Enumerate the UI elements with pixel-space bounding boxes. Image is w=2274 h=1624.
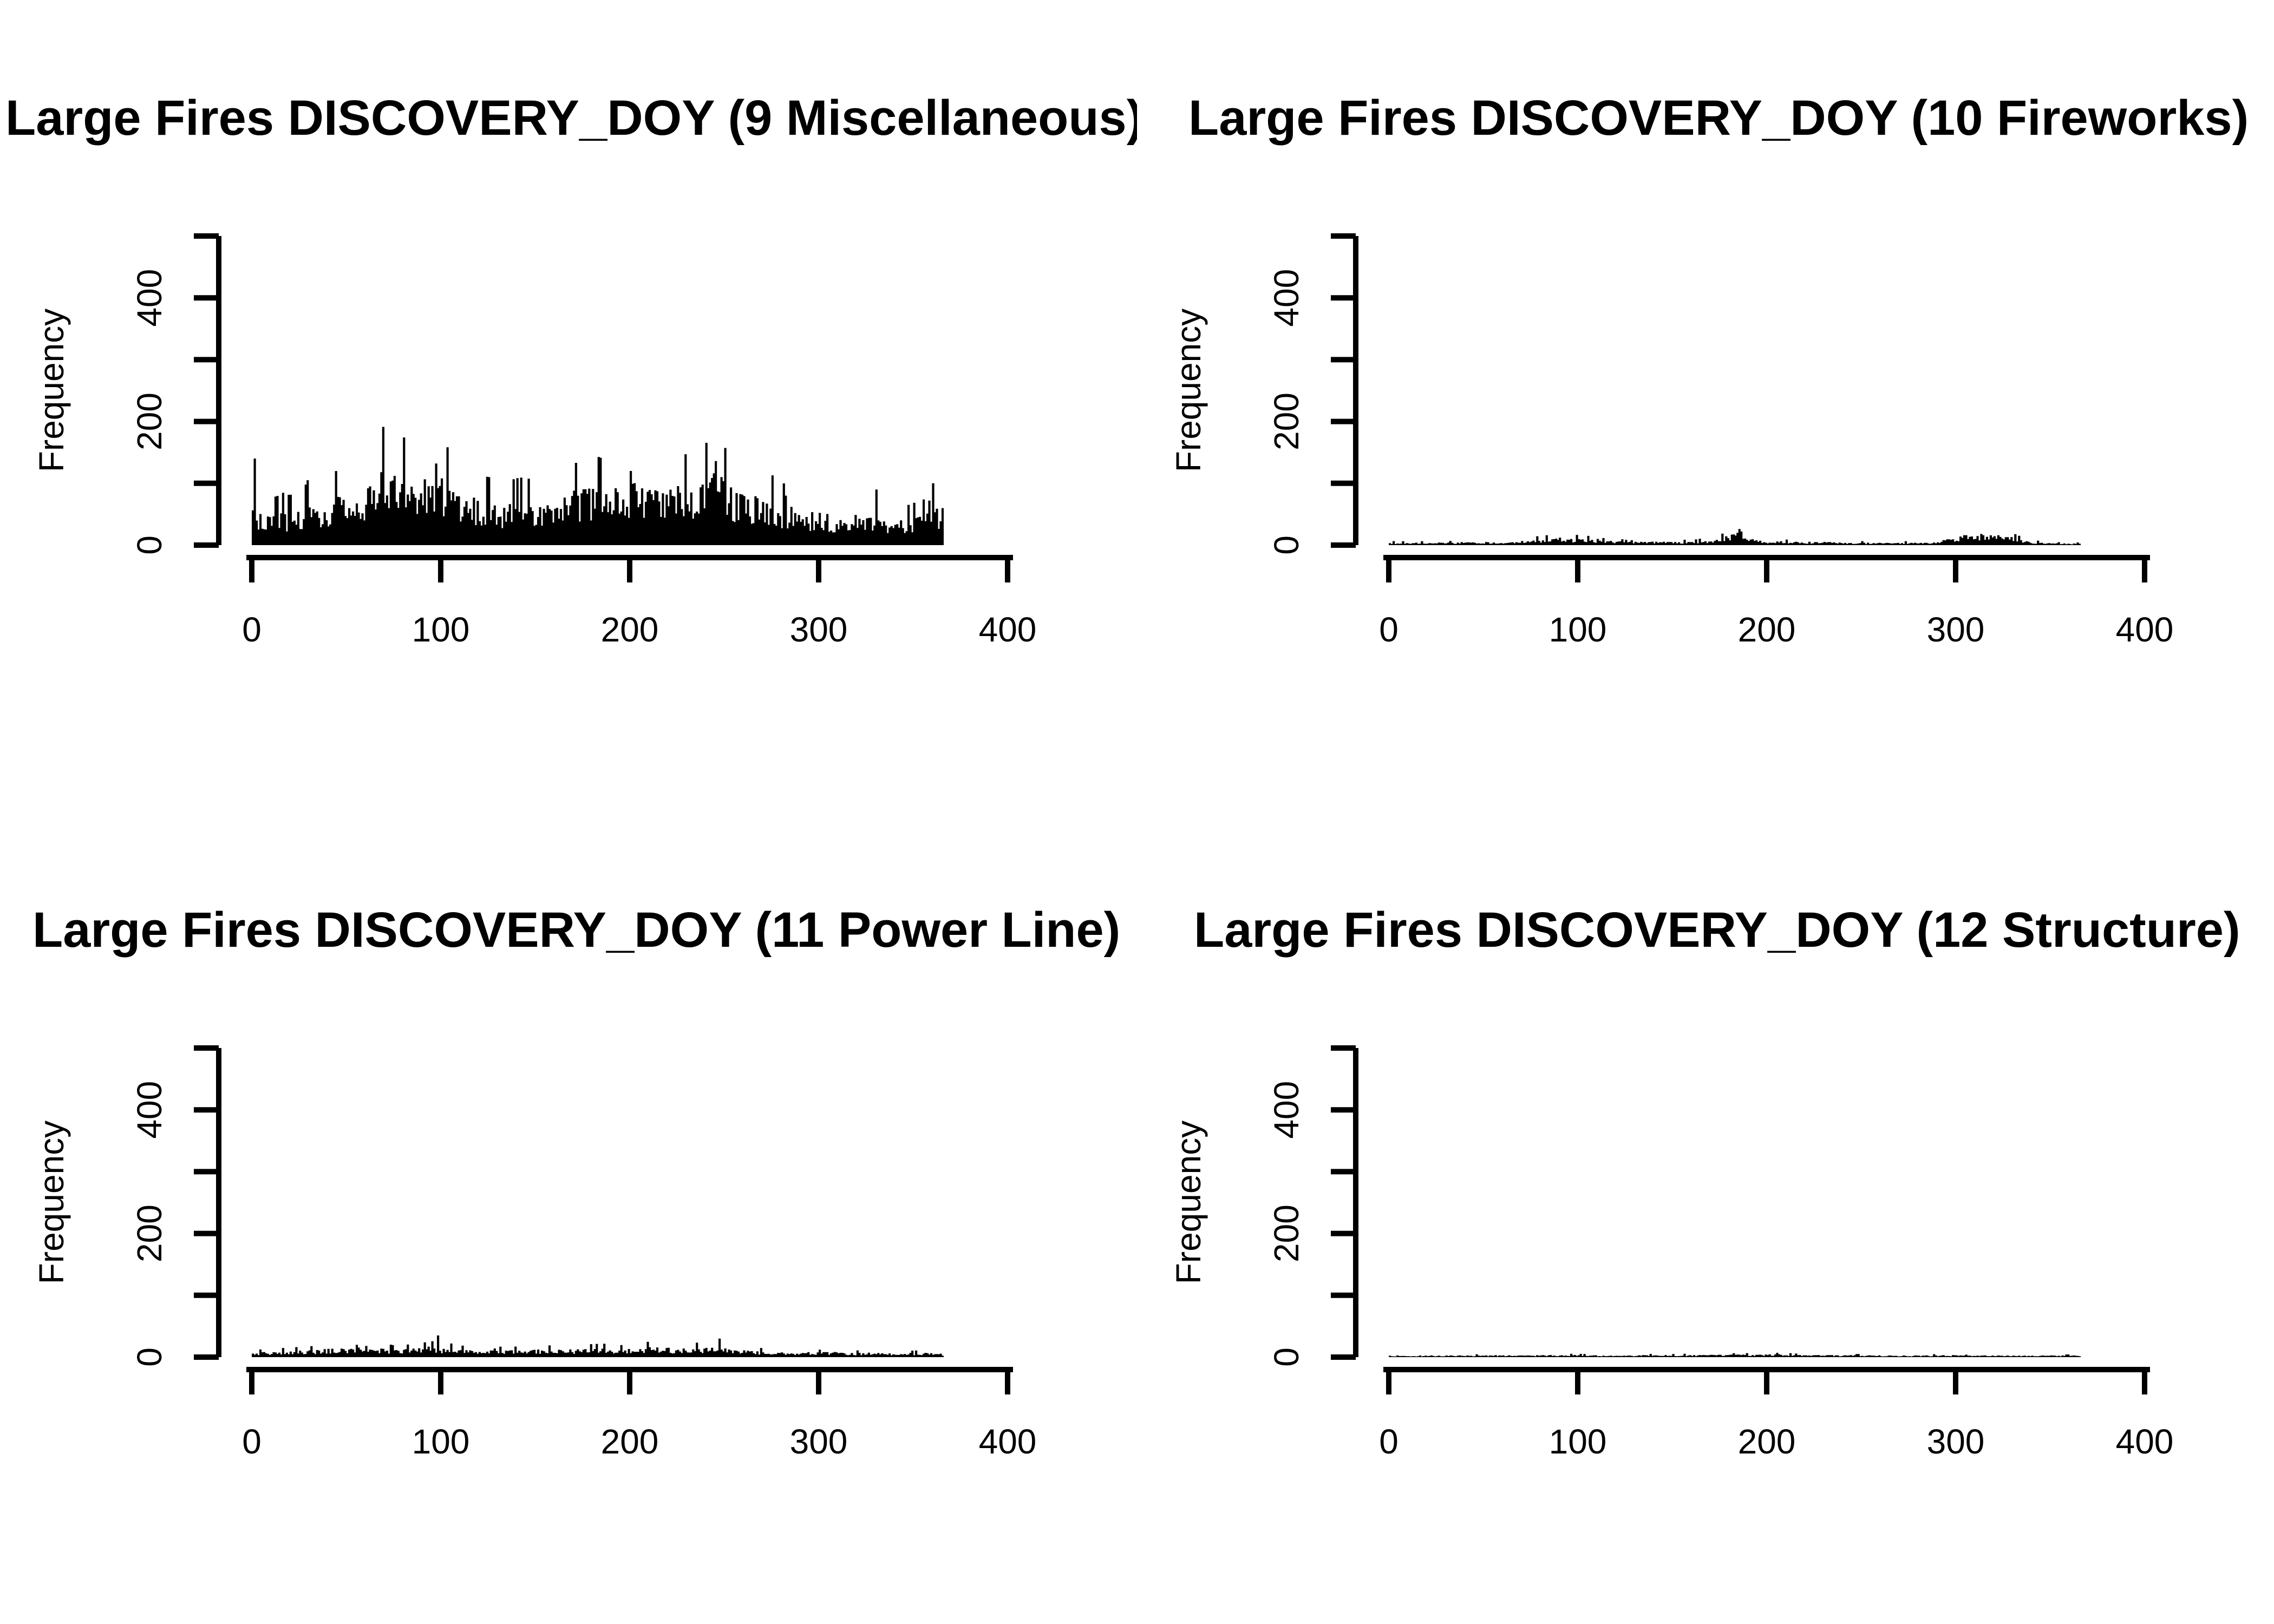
x-tick-label: 300 (1927, 610, 1985, 649)
y-tick-label: 0 (130, 1347, 169, 1367)
y-tick-label: 200 (130, 392, 169, 450)
x-tick-label: 200 (1738, 610, 1796, 649)
histogram-bars (252, 1335, 944, 1357)
y-tick-label: 200 (130, 1204, 169, 1262)
x-tick-label: 100 (1549, 610, 1607, 649)
y-tick-label: 200 (1267, 1204, 1306, 1262)
x-tick-label: 300 (1927, 1422, 1985, 1461)
histogram-bars (1389, 1353, 2081, 1357)
histogram-plot: 0 100 200 300 400 0 200 400 (1267, 1045, 2174, 1461)
y-tick-label: 400 (130, 1081, 169, 1139)
x-tick-label: 0 (1379, 610, 1399, 649)
y-tick-label: 200 (1267, 392, 1306, 450)
histogram-bars (252, 427, 944, 545)
chart-title: Large Fires DISCOVERY_DOY (10 Fireworks) (1188, 90, 2249, 146)
panel-10-fireworks: Large Fires DISCOVERY_DOY (10 Fireworks)… (1137, 0, 2274, 812)
chart-title: Large Fires DISCOVERY_DOY (12 Structure) (1194, 902, 2240, 958)
panel-9-miscellaneous: Large Fires DISCOVERY_DOY (9 Miscellaneo… (0, 0, 1137, 812)
histogram-plot: 0 100 200 300 400 0 200 400 (130, 233, 1037, 649)
x-tick-label: 400 (2116, 610, 2174, 649)
histogram-plot: 0 100 200 300 400 0 200 400 (130, 1045, 1037, 1461)
y-tick-label: 0 (1267, 535, 1306, 555)
histogram-plot: 0 100 200 300 400 0 200 400 (1267, 233, 2174, 649)
panel-12-structure: Large Fires DISCOVERY_DOY (12 Structure)… (1137, 812, 2274, 1624)
y-tick-label: 400 (130, 269, 169, 327)
chart-title: Large Fires DISCOVERY_DOY (11 Power Line… (32, 902, 1121, 958)
y-tick-label: 0 (130, 535, 169, 555)
x-tick-label: 0 (1379, 1422, 1399, 1461)
x-tick-label: 100 (1549, 1422, 1607, 1461)
x-tick-label: 100 (412, 610, 470, 649)
x-tick-label: 200 (601, 610, 659, 649)
y-tick-label: 400 (1267, 269, 1306, 327)
x-tick-label: 200 (601, 1422, 659, 1461)
x-tick-label: 400 (979, 1422, 1037, 1461)
x-tick-label: 400 (2116, 1422, 2174, 1461)
x-tick-label: 0 (242, 1422, 262, 1461)
y-tick-label: 400 (1267, 1081, 1306, 1139)
x-tick-label: 0 (242, 610, 262, 649)
chart-title: Large Fires DISCOVERY_DOY (9 Miscellaneo… (5, 90, 1137, 146)
x-tick-label: 200 (1738, 1422, 1796, 1461)
x-tick-label: 300 (790, 610, 848, 649)
x-tick-label: 100 (412, 1422, 470, 1461)
x-tick-label: 300 (790, 1422, 848, 1461)
histogram-bars (1389, 529, 2081, 545)
panel-11-power-line: Large Fires DISCOVERY_DOY (11 Power Line… (0, 812, 1137, 1624)
y-tick-label: 0 (1267, 1347, 1306, 1367)
x-tick-label: 400 (979, 610, 1037, 649)
